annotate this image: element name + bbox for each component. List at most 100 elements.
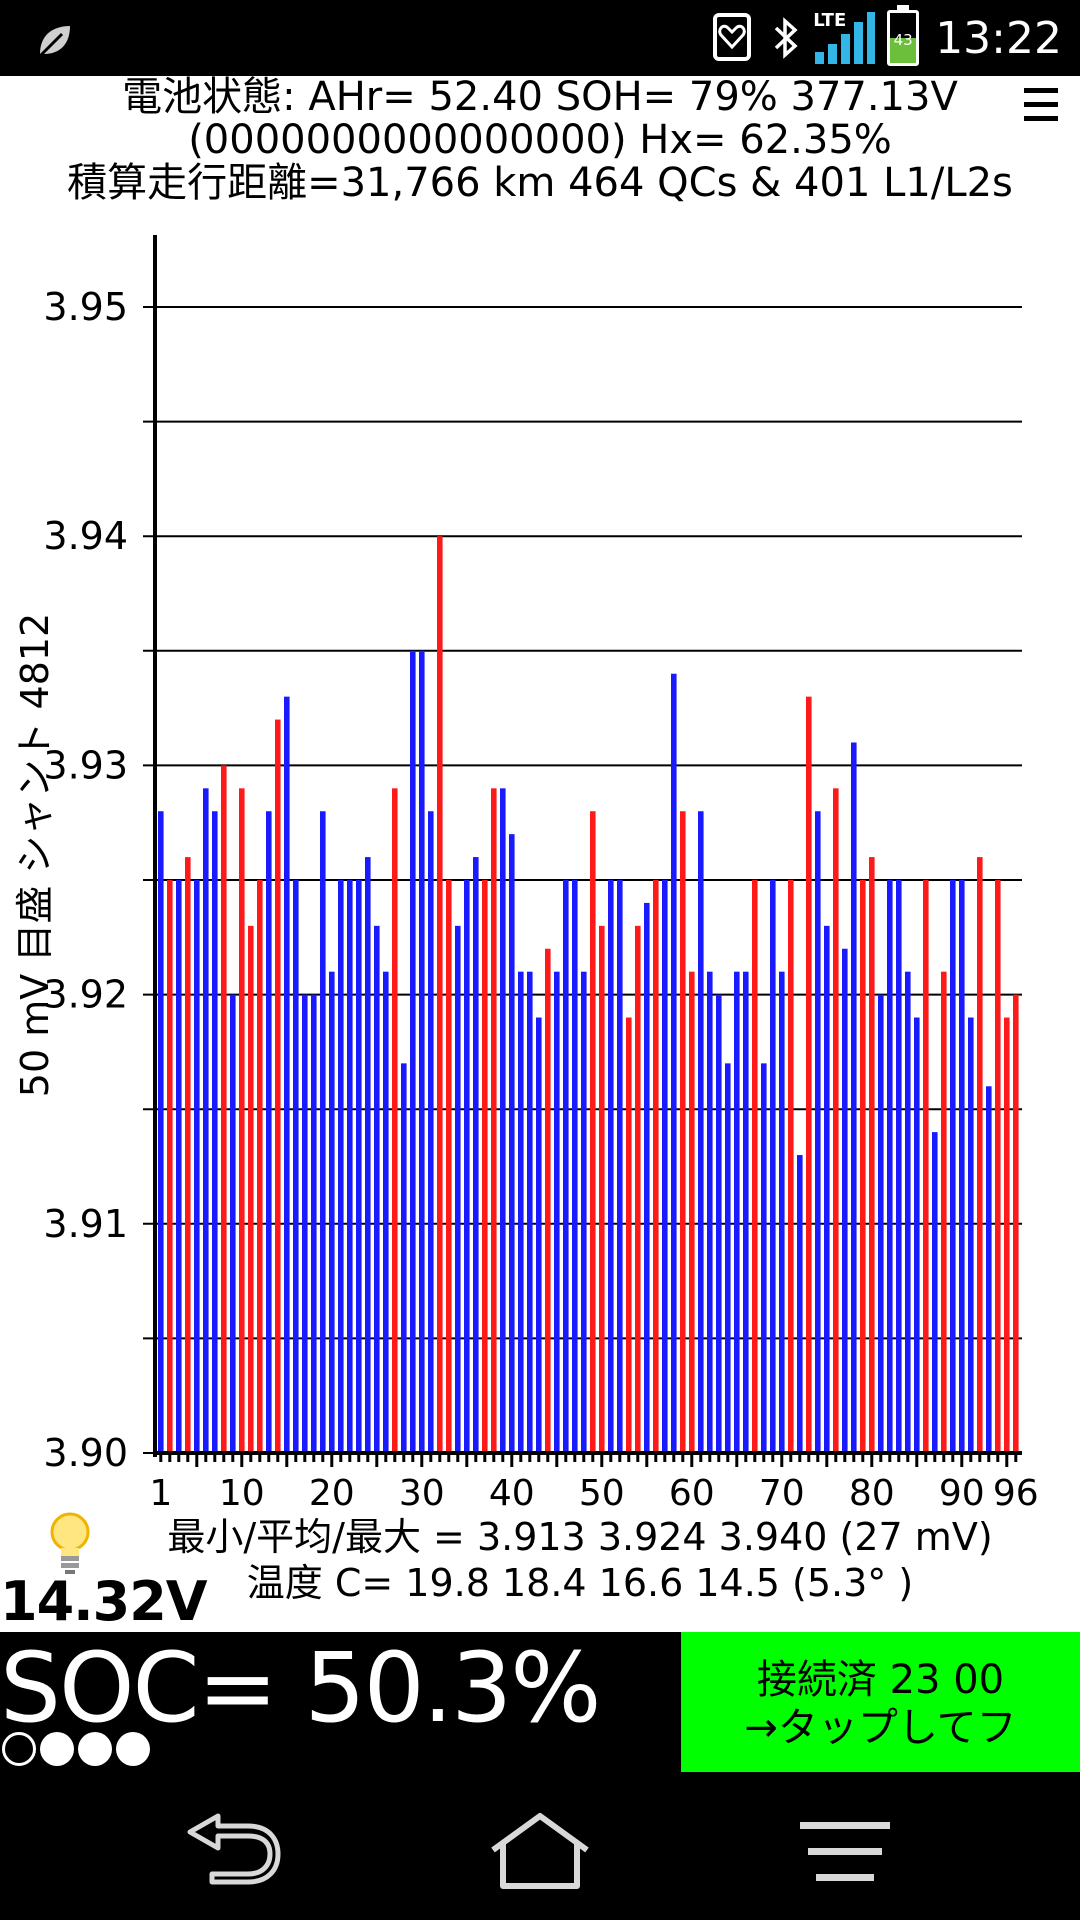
bar-cell-96 <box>1013 994 1019 1453</box>
bar-cell-64 <box>725 1063 731 1453</box>
network-type: LTE <box>813 10 847 31</box>
battery-state-line: 電池状態: AHr= 52.40 SOH= 79% 377.13V <box>122 74 958 120</box>
bar-cell-95 <box>1004 1017 1010 1453</box>
bar-cell-92 <box>977 857 983 1453</box>
bar-cell-61 <box>698 811 704 1453</box>
x-tick-label: 96 <box>993 1473 1039 1514</box>
bar-cell-30 <box>419 650 425 1453</box>
bar-cell-90 <box>959 880 965 1453</box>
bar-cell-67 <box>752 880 758 1453</box>
bar-cell-9 <box>230 994 236 1453</box>
bar-cell-42 <box>527 971 533 1453</box>
charge-dot-4 <box>116 1732 150 1766</box>
bar-cell-23 <box>356 880 362 1453</box>
cell-voltage-chart: 3.95 3.94 3.93 3.92 3.91 3.90 1 10 20 30 40 50 60 70 8… <box>13 235 1039 1514</box>
bar-cell-89 <box>950 880 956 1453</box>
y-tick-label: 3.90 <box>43 1431 128 1475</box>
bar-cell-7 <box>212 811 218 1453</box>
bar-cell-47 <box>572 880 578 1453</box>
bar-cell-94 <box>995 880 1001 1453</box>
bar-cell-58 <box>671 673 677 1453</box>
battery-icon: 43 <box>887 5 920 66</box>
battery-status-header: 電池状態: AHr= 52.40 SOH= 79% 377.13V (00000… <box>0 76 1080 236</box>
bar-cell-70 <box>779 971 785 1453</box>
bar-cell-69 <box>770 880 776 1453</box>
bar-cell-14 <box>275 719 281 1453</box>
x-tick-label: 90 <box>939 1473 985 1514</box>
x-tick-label: 40 <box>489 1473 535 1514</box>
back-icon[interactable] <box>178 1810 288 1890</box>
connection-tap-hint: →タップしてフ <box>744 1705 1017 1751</box>
x-tick-label: 10 <box>219 1473 265 1514</box>
status-bar: LTE 43 13:22 <box>0 0 1080 76</box>
connection-button[interactable]: 接続済 23 00 →タップしてフ <box>681 1632 1080 1774</box>
odometer-line: 積算走行距離=31,766 km 464 QCs & 401 L1/L2s <box>67 160 1013 206</box>
bar-cell-81 <box>878 994 884 1453</box>
bar-cell-17 <box>302 994 308 1453</box>
x-tick-label: 60 <box>669 1473 715 1514</box>
lightbulb-icon[interactable] <box>46 1510 94 1576</box>
hx-line: (0000000000000000) Hx= 62.35% <box>188 117 892 163</box>
bar-cell-1 <box>158 811 164 1453</box>
bar-cell-16 <box>293 880 299 1453</box>
bar-cell-3 <box>176 880 182 1453</box>
bar-cell-26 <box>383 971 389 1453</box>
bar-cell-57 <box>662 880 668 1453</box>
status-icons: LTE 43 13:22 <box>707 0 1062 76</box>
bar-cell-51 <box>608 880 614 1453</box>
bar-cell-74 <box>815 811 821 1453</box>
menu-icon[interactable] <box>1024 88 1058 128</box>
bar-cell-31 <box>428 811 434 1453</box>
bar-cell-32 <box>437 536 443 1453</box>
bar-cell-35 <box>464 880 470 1453</box>
bar-cell-39 <box>500 788 506 1453</box>
bar-cell-24 <box>365 857 371 1453</box>
x-tick-label: 1 <box>149 1473 172 1514</box>
bar-cell-41 <box>518 971 524 1453</box>
bar-cell-79 <box>860 880 866 1453</box>
bar-cell-40 <box>509 834 515 1453</box>
x-tick-label: 20 <box>309 1473 355 1514</box>
bar-cell-28 <box>401 1063 407 1453</box>
bar-cell-63 <box>716 994 722 1453</box>
bar-cell-53 <box>626 1017 632 1453</box>
bar-cell-33 <box>446 880 452 1453</box>
bar-cell-25 <box>374 925 380 1453</box>
bar-cell-50 <box>599 925 605 1453</box>
bar-cell-83 <box>896 880 902 1453</box>
y-tick-label: 3.93 <box>43 743 128 787</box>
navigation-bar <box>0 1772 1080 1920</box>
bar-cell-15 <box>284 696 290 1453</box>
soc-readout: SOC= 50.3% <box>0 1632 601 1744</box>
bar-cell-75 <box>824 925 830 1453</box>
bar-cell-82 <box>887 880 893 1453</box>
recent-apps-icon[interactable] <box>792 1810 902 1890</box>
bar-cell-71 <box>788 880 794 1453</box>
y-tick-label: 3.92 <box>43 973 128 1017</box>
bar-cell-18 <box>311 994 317 1453</box>
bar-cell-8 <box>221 765 227 1453</box>
bar-cell-20 <box>329 971 335 1453</box>
bar-cell-5 <box>194 880 200 1453</box>
home-icon[interactable] <box>485 1810 595 1890</box>
bar-cell-72 <box>797 1155 803 1453</box>
bar-cell-84 <box>905 971 911 1453</box>
leaf-icon <box>38 26 70 58</box>
charge-dot-3 <box>78 1732 112 1766</box>
bar-cell-59 <box>680 811 686 1453</box>
soc-panel: SOC= 50.3% 接続済 23 00 →タップしてフ <box>0 1632 1080 1774</box>
charge-dot-2 <box>40 1732 74 1766</box>
bar-cell-44 <box>545 948 551 1453</box>
bar-cell-55 <box>644 902 650 1453</box>
bar-cell-29 <box>410 650 416 1453</box>
y-axis-label: 50 mV 目盛 シャント 4812 <box>13 613 57 1097</box>
bar-cell-22 <box>347 880 353 1453</box>
bar-cell-66 <box>743 971 749 1453</box>
x-tick-label: 70 <box>759 1473 805 1514</box>
bar-cell-62 <box>707 971 713 1453</box>
battery-level: 43 <box>893 31 913 49</box>
bar-cell-37 <box>482 880 488 1453</box>
notification-heart-icon <box>713 13 752 61</box>
charge-dots <box>2 1732 150 1766</box>
bar-cell-93 <box>986 1086 992 1453</box>
